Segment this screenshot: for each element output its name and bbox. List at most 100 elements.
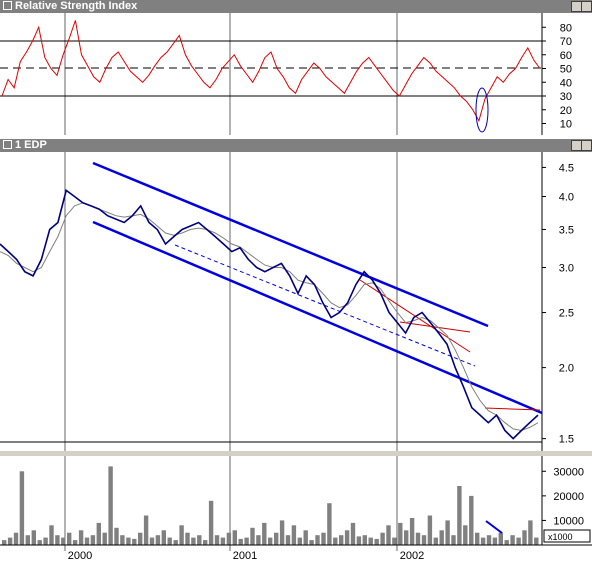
rsi-tick-label: 50 [560,64,572,76]
upper-channel-line [92,161,489,328]
price-panel-title-bar: 1 EDP [0,139,592,152]
price-y-axis-labels: 4.5 4.0 3.5 3.0 2.5 2.0 1.5 [542,162,574,446]
volume-bar [226,532,232,545]
volume-bar [274,532,279,545]
volume-bar [256,535,261,545]
volume-bar [451,535,456,545]
volume-bar [415,532,421,545]
volume-bar [185,532,190,545]
volume-bar [445,520,450,545]
volume-bar [232,530,237,545]
volume-bar [132,538,137,545]
volume-bar [96,522,101,545]
rsi-close-button[interactable] [581,1,592,12]
volume-bar [43,537,48,545]
price-tick-label: 3.5 [559,224,574,236]
x-axis-label: 2001 [233,550,257,562]
volume-bar [25,535,30,545]
x-axis-year-labels: 2000 2001 2002 [68,550,424,562]
price-chart: 4.5 4.0 3.5 3.0 2.5 2.0 1.5 [0,152,574,451]
volume-bar [457,486,462,545]
volume-bar [179,525,184,545]
volume-bar [333,537,338,545]
volume-bar [126,537,131,545]
volume-bar [244,537,249,545]
price-tick-label: 2.0 [559,363,574,375]
volume-bar [303,530,308,545]
volume-bar [463,525,468,545]
volume-bar [55,535,60,545]
volume-bar [362,535,367,545]
volume-bar [480,537,486,545]
volume-bar [72,540,78,545]
volume-bar [37,540,42,545]
volume-bar [67,532,72,545]
volume-bar [297,537,302,545]
volume-bar [374,538,379,545]
price-plot-area [0,152,542,451]
volume-bar [309,540,314,545]
rsi-plot-area [0,13,542,135]
volume-bar [203,540,208,545]
x-axis-label: 2002 [400,550,424,562]
x-axis-label: 2000 [68,550,92,562]
panel-icon [3,1,12,10]
volume-bar [214,535,220,545]
volume-multiplier-label: x1000 [548,532,573,542]
rsi-title: Relative Strength Index [15,0,138,12]
red-trend-line-2 [399,321,471,333]
volume-bar [114,527,119,545]
rsi-tick-label: 40 [560,77,572,89]
volume-bar [469,495,474,545]
price-year-grid [64,152,398,451]
volume-bar [380,532,385,545]
volume-bar [522,530,527,545]
volume-bar [386,525,391,545]
rsi-tick-label: 60 [560,50,572,62]
volume-bar [191,537,196,545]
volume-bar [421,535,427,545]
volume-bar [31,530,36,545]
volume-tick-label: 10000 [553,515,584,527]
rsi-panel-title-bar: Relative Strength Index [0,0,592,13]
volume-bar [368,537,373,545]
volume-bar [13,532,19,545]
price-close-button[interactable] [581,140,592,151]
price-tick-label: 1.5 [559,434,574,446]
volume-bar [78,530,84,545]
volume-bar [315,535,320,545]
volume-bar [516,537,521,545]
price-tick-label: 4.5 [559,162,574,174]
price-title: 1 EDP [15,139,47,151]
volume-bar [161,530,166,545]
volume-bar [90,535,96,545]
volume-tick-label: 20000 [553,491,584,503]
volume-bar [492,537,498,545]
volume-bar [404,530,409,545]
volume-bars [2,466,539,545]
volume-bar [439,530,444,545]
volume-bar [291,525,297,545]
volume-bar [143,515,149,545]
volume-bar [498,532,503,545]
rsi-year-grid [64,13,398,135]
volume-bar [262,522,267,545]
volume-bar [339,535,344,545]
volume-bar [167,537,172,545]
red-trend-line-3 [484,407,541,411]
price-series-line [0,189,539,440]
price-tick-label: 4.0 [559,192,574,204]
volume-bar [392,537,397,545]
volume-tick-label: 30000 [553,466,584,478]
volume-multiplier-box [543,529,591,543]
volume-bar [433,537,438,545]
rsi-highlight-ellipse [475,87,489,133]
volume-bar [2,540,7,545]
volume-bar [238,538,243,545]
volume-bar [173,540,178,545]
volume-bar [49,525,54,545]
volume-bar [279,520,285,545]
volume-bar [84,537,90,545]
volume-bar [285,535,291,545]
